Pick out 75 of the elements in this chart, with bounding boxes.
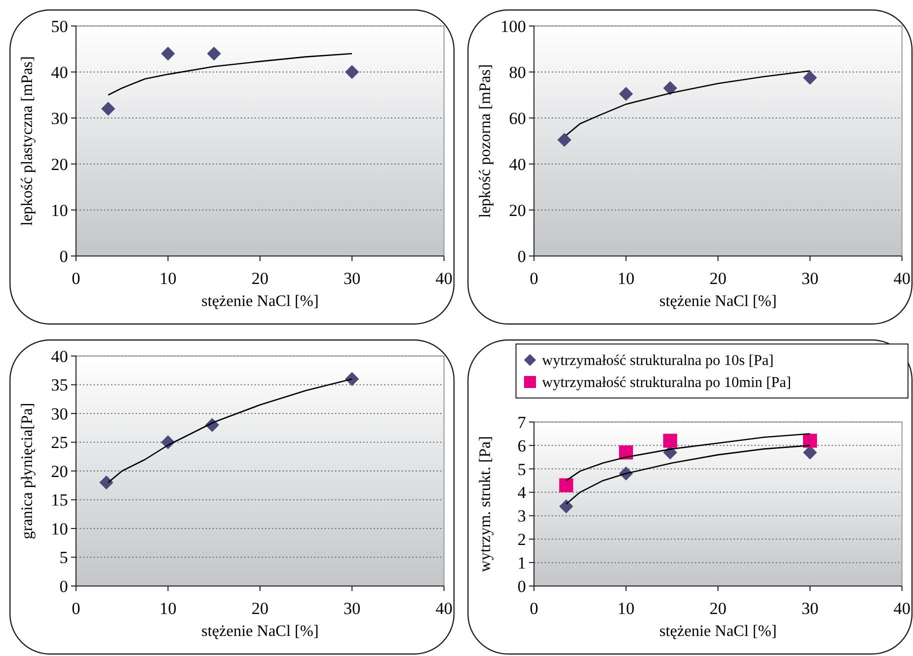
x-tick-label: 20 [710, 599, 726, 618]
y-tick-label: 20 [509, 200, 526, 220]
x-axis-title: stężenie NaCl [%] [659, 293, 777, 310]
x-tick-label: 40 [436, 599, 452, 618]
point [559, 499, 574, 514]
y-tick-label: 0 [518, 246, 526, 266]
x-tick-label: 10 [618, 269, 634, 288]
x-tick-label: 20 [252, 599, 268, 618]
point [345, 65, 359, 79]
x-tick-label: 20 [252, 269, 268, 288]
y-tick-label: 100 [500, 16, 526, 36]
y-tick-label: 40 [509, 154, 526, 174]
y-tick-label: 40 [51, 62, 68, 82]
y-tick-label: 10 [51, 519, 68, 538]
y-axis-title: wytrzym. strukt. [Pa] [477, 436, 494, 572]
x-tick-label: 40 [894, 269, 910, 288]
y-tick-label: 20 [51, 462, 68, 481]
point [619, 445, 633, 460]
x-tick-label: 0 [530, 599, 538, 618]
point [207, 46, 221, 61]
x-tick-label: 10 [160, 269, 176, 288]
x-tick-label: 10 [618, 599, 634, 618]
point [557, 132, 572, 147]
y-tick-label: 1 [518, 554, 526, 573]
x-tick-label: 30 [344, 599, 360, 618]
y-tick-label: 10 [51, 200, 68, 220]
x-tick-label: 40 [436, 269, 452, 288]
point [663, 434, 678, 448]
y-tick-label: 50 [51, 16, 68, 36]
x-tick-label: 20 [710, 269, 726, 288]
y-tick-label: 20 [51, 154, 68, 174]
y-axis-title: lepkość plastyczna [mPas] [19, 56, 36, 226]
x-tick-label: 30 [344, 269, 360, 288]
y-tick-label: 80 [509, 62, 526, 82]
x-tick-label: 0 [72, 269, 80, 288]
y-tick-label: 40 [51, 346, 68, 366]
y-tick-label: 6 [518, 436, 526, 456]
x-tick-label: 40 [894, 599, 910, 618]
y-tick-label: 4 [518, 483, 526, 502]
point [345, 372, 359, 386]
y-axis-title: granica płynięcia[Pa] [19, 402, 36, 540]
line-series [108, 52, 353, 96]
y-tick-label: 30 [51, 404, 68, 424]
y-tick-label: 3 [518, 506, 526, 526]
point [101, 102, 116, 116]
x-tick-label: 30 [802, 269, 818, 288]
y-tick-label: 0 [60, 246, 68, 266]
x-axis-title: stężenie NaCl [%] [659, 623, 777, 640]
x-axis-title: stężenie NaCl [%] [201, 293, 319, 310]
x-axis-title: stężenie NaCl [%] [201, 623, 319, 640]
point [161, 46, 175, 61]
y-tick-label: 35 [51, 376, 68, 395]
y-tick-label: 7 [518, 412, 526, 432]
y-tick-label: 2 [518, 530, 526, 550]
y-tick-label: 0 [60, 576, 68, 596]
point [619, 86, 633, 101]
x-tick-label: 0 [72, 599, 80, 618]
y-tick-label: 0 [518, 576, 526, 596]
y-tick-label: 5 [518, 460, 526, 479]
point [803, 70, 817, 85]
y-tick-label: 15 [51, 490, 68, 510]
point [803, 434, 817, 448]
x-tick-label: 30 [802, 599, 818, 618]
legend-label: wytrzymałość strukturalna po 10min [Pa] [542, 375, 792, 391]
y-tick-label: 30 [51, 108, 68, 128]
x-tick-label: 10 [160, 599, 176, 618]
point [663, 81, 678, 96]
y-tick-label: 5 [60, 548, 68, 568]
x-tick-label: 0 [530, 269, 538, 288]
y-tick-label: 25 [51, 433, 68, 452]
point [99, 476, 114, 490]
point [559, 478, 574, 492]
y-tick-label: 60 [509, 108, 526, 128]
legend-label: wytrzymałość strukturalna po 10s [Pa] [542, 353, 774, 369]
y-axis-title: lepkość pozorna [mPas] [477, 64, 494, 218]
